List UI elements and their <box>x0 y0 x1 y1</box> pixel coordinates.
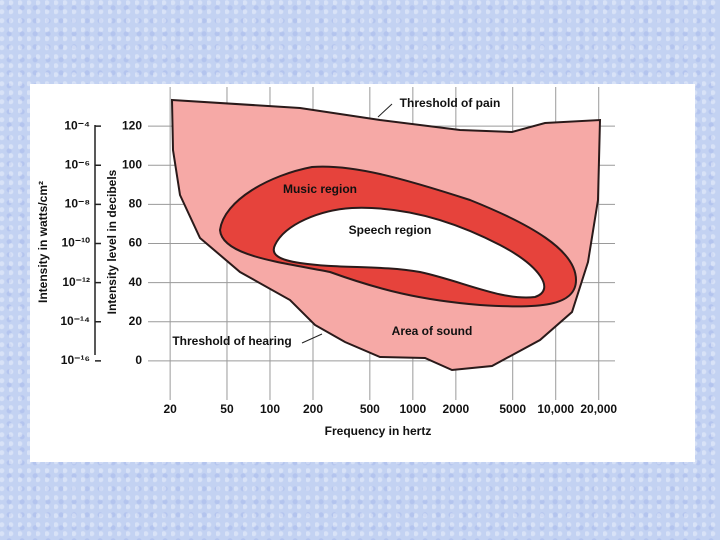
y2-tick-label: 10⁻⁶ <box>65 157 90 171</box>
y2-tick-label: 10⁻⁴ <box>64 118 90 132</box>
y-tick-label: 60 <box>129 236 143 250</box>
y2-tick-label: 10⁻¹⁴ <box>60 314 90 328</box>
y-tick-label: 80 <box>129 197 143 211</box>
annotation: Threshold of pain <box>400 96 501 110</box>
x-axis-label: Frequency in hertz <box>325 424 432 438</box>
x-tick-label: 10,000 <box>537 402 574 416</box>
y-tick-label: 100 <box>122 157 142 171</box>
annotation: Area of sound <box>392 324 473 338</box>
y2-axis-label: Intensity in watts/cm² <box>36 181 50 303</box>
leader <box>301 333 323 344</box>
x-tick-label: 500 <box>360 402 380 416</box>
speech-region <box>272 206 546 299</box>
y2-tick-label: 10⁻¹⁶ <box>61 353 90 367</box>
y2-tick-label: 10⁻¹⁰ <box>62 236 91 250</box>
x-tick-label: 1000 <box>399 402 426 416</box>
y-axis-label: Intensity level in decibels <box>105 169 119 314</box>
annotation: Music region <box>283 182 357 196</box>
y-tick-label: 120 <box>122 118 142 132</box>
x-tick-label: 2000 <box>443 402 470 416</box>
x-tick-label: 5000 <box>499 402 526 416</box>
y-tick-label: 20 <box>129 314 143 328</box>
x-tick-label: 50 <box>220 402 234 416</box>
x-tick-label: 100 <box>260 402 280 416</box>
x-tick-label: 20,000 <box>580 402 617 416</box>
x-tick-label: 20 <box>163 402 177 416</box>
x-tick-label: 200 <box>303 402 323 416</box>
y-tick-label: 0 <box>135 353 142 367</box>
y2-tick-label: 10⁻¹² <box>62 275 90 289</box>
y2-tick-label: 10⁻⁸ <box>65 197 90 211</box>
annotation: Threshold of hearing <box>172 334 291 348</box>
leader <box>377 103 393 118</box>
annotation: Speech region <box>349 223 432 237</box>
y-tick-label: 40 <box>129 275 143 289</box>
